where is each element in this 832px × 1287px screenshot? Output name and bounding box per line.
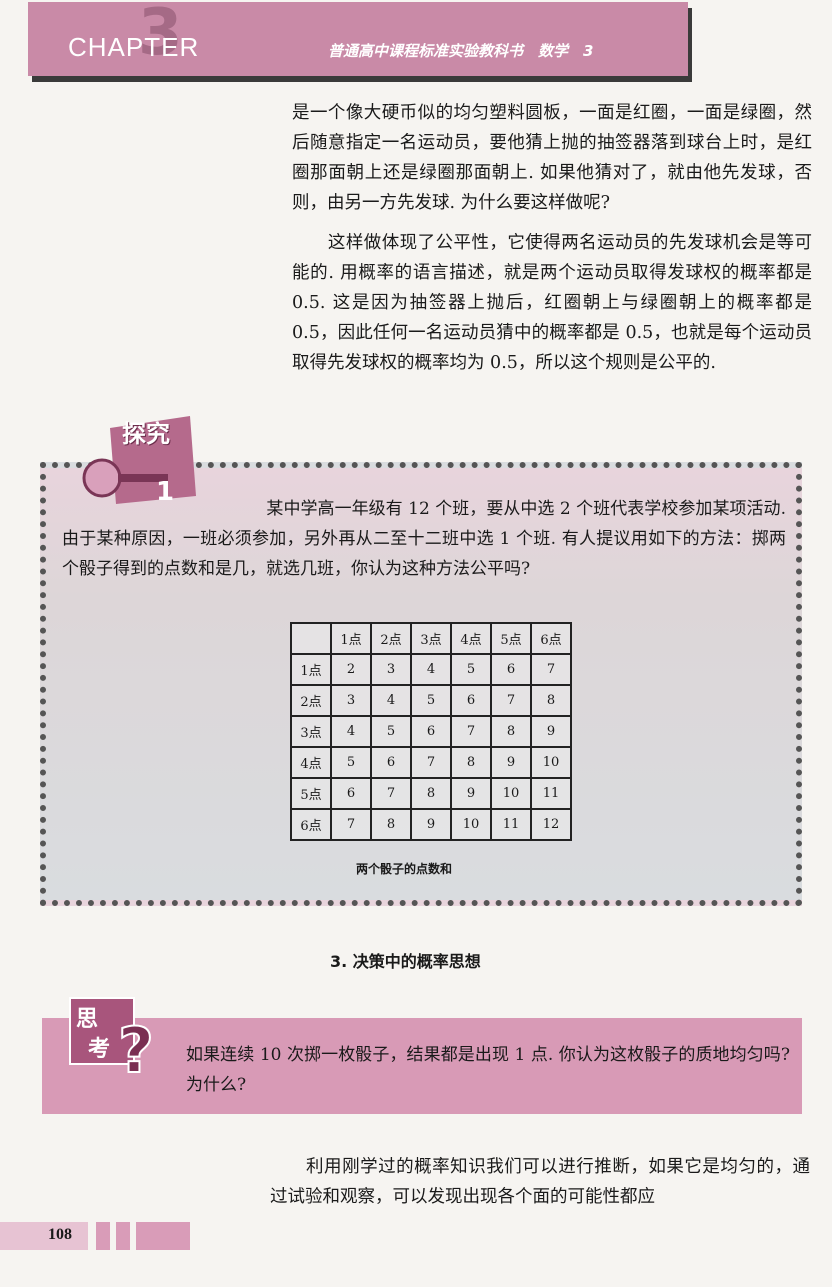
table-cell: 5 [330, 746, 372, 779]
table-cell: 11 [490, 808, 532, 841]
series-title: 普通高中课程标准实验教科书 数学 3 [328, 42, 594, 60]
table-cell: 7 [330, 808, 372, 841]
table-row: 4点 5 6 7 8 9 10 [290, 746, 572, 779]
table-cell: 8 [370, 808, 412, 841]
table-cell: 8 [530, 684, 572, 717]
table-cell: 2 [330, 653, 372, 686]
table-cell: 9 [530, 715, 572, 748]
table-cell: 9 [410, 808, 452, 841]
magnifier-icon: 1 [82, 416, 196, 507]
table-cell: 12 [530, 808, 572, 841]
think-title-char-1: 思 [76, 1007, 98, 1032]
table-cell: 6点 [530, 622, 572, 655]
explore-title: 探究 [122, 420, 170, 448]
think-text: 如果连续 10 次掷一枚骰子，结果都是出现 1 点. 你认为这枚骰子的质地均匀吗… [186, 1045, 790, 1095]
table-cell: 2点 [290, 684, 332, 717]
table-cell: 4点 [450, 622, 492, 655]
table-cell: 5 [410, 684, 452, 717]
table-cell: 10 [490, 777, 532, 810]
table-cell: 3 [330, 684, 372, 717]
table-cell: 7 [410, 746, 452, 779]
table-cell: 7 [370, 777, 412, 810]
table-cell: 6 [410, 715, 452, 748]
table-cell: 3 [370, 653, 412, 686]
table-cell: 6点 [290, 808, 332, 841]
question-mark-icon: 思 考 ? [69, 997, 155, 1082]
chapter-label: CHAPTER [68, 32, 200, 62]
table-cell: 5点 [490, 622, 532, 655]
table-cell: 7 [450, 715, 492, 748]
table-cell: 3点 [290, 715, 332, 748]
table-cell: 7 [490, 684, 532, 717]
table-cell: 4 [370, 684, 412, 717]
table-row: 3点 4 5 6 7 8 9 [290, 715, 572, 748]
table-header-row: 1点 2点 3点 4点 5点 6点 [290, 622, 572, 655]
table-row: 1点 2 3 4 5 6 7 [290, 653, 572, 686]
table-row: 6点 7 8 9 10 11 12 [290, 808, 572, 841]
table-cell: 2点 [370, 622, 412, 655]
dice-sum-table: 1点 2点 3点 4点 5点 6点 1点 2 3 4 5 6 7 2点 3 4 … [290, 622, 572, 841]
table-cell: 3点 [410, 622, 452, 655]
table-cell: 8 [490, 715, 532, 748]
footer-decoration [0, 1222, 190, 1250]
table-cell: 9 [450, 777, 492, 810]
svg-text:1: 1 [156, 477, 174, 507]
table-cell: 6 [330, 777, 372, 810]
table-row: 5点 6 7 8 9 10 11 [290, 777, 572, 810]
paragraph-1: 是一个像大硬币似的均匀塑料圆板，一面是红圈，一面是绿圈，然后随意指定一名运动员，… [292, 103, 812, 213]
table-cell: 5 [450, 653, 492, 686]
chapter-number: 3 [138, 0, 183, 70]
table-cell: 1点 [330, 622, 372, 655]
table-cell [290, 622, 332, 655]
section-title: 3. 决策中的概率思想 [330, 952, 481, 971]
paragraph-2: 这样做体现了公平性，它使得两名运动员的先发球机会是等可能的. 用概率的语言描述，… [292, 233, 812, 373]
page-number: 108 [48, 1226, 72, 1243]
table-row: 2点 3 4 5 6 7 8 [290, 684, 572, 717]
table-cell: 6 [490, 653, 532, 686]
table-cell: 5 [370, 715, 412, 748]
chapter-header: 3 CHAPTER 普通高中课程标准实验教科书 数学 3 [28, 0, 688, 76]
table-cell: 8 [410, 777, 452, 810]
table-cell: 7 [530, 653, 572, 686]
table-cell: 1点 [290, 653, 332, 686]
table-cell: 9 [490, 746, 532, 779]
table-cell: 10 [450, 808, 492, 841]
table-cell: 6 [450, 684, 492, 717]
table-cell: 11 [530, 777, 572, 810]
table-cell: 10 [530, 746, 572, 779]
think-box [42, 1018, 802, 1114]
think-title-char-2: 考 [88, 1037, 110, 1062]
table-cell: 6 [370, 746, 412, 779]
bottom-paragraph: 利用刚学过的概率知识我们可以进行推断，如果它是均匀的，通过试验和观察，可以发现出… [270, 1157, 810, 1207]
explore-text: 某中学高一年级有 12 个班，要从中选 2 个班代表学校参加某项活动. 由于某种… [62, 499, 786, 579]
table-cell: 4 [410, 653, 452, 686]
table-caption: 两个骰子的点数和 [356, 862, 453, 876]
table-cell: 4点 [290, 746, 332, 779]
table-cell: 5点 [290, 777, 332, 810]
svg-text:?: ? [118, 1014, 154, 1082]
table-cell: 8 [450, 746, 492, 779]
table-cell: 4 [330, 715, 372, 748]
